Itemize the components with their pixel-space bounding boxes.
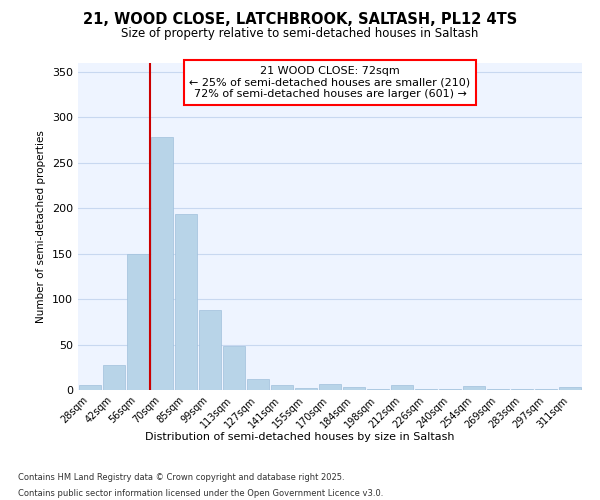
Bar (223, 346, 245, 390)
Bar (367, 389, 389, 390)
Bar (439, 389, 461, 390)
Text: 21 WOOD CLOSE: 72sqm
← 25% of semi-detached houses are smaller (210)
72% of semi: 21 WOOD CLOSE: 72sqm ← 25% of semi-detac… (190, 66, 470, 99)
Bar (151, 137, 173, 390)
Y-axis label: Number of semi-detached properties: Number of semi-detached properties (37, 130, 46, 322)
Bar (487, 389, 509, 390)
Bar (391, 386, 413, 390)
Text: Size of property relative to semi-detached houses in Saltash: Size of property relative to semi-detach… (121, 28, 479, 40)
Text: Contains HM Land Registry data © Crown copyright and database right 2025.: Contains HM Land Registry data © Crown c… (18, 472, 344, 482)
Bar (127, 254, 149, 390)
Bar (463, 386, 485, 390)
Bar (175, 214, 197, 390)
Bar (271, 384, 293, 390)
Bar (79, 386, 101, 390)
Bar (535, 389, 557, 390)
Bar (247, 379, 269, 390)
Bar (343, 388, 365, 390)
Bar (319, 384, 341, 390)
Text: Distribution of semi-detached houses by size in Saltash: Distribution of semi-detached houses by … (145, 432, 455, 442)
Bar (415, 389, 437, 390)
Text: Contains public sector information licensed under the Open Government Licence v3: Contains public sector information licen… (18, 489, 383, 498)
Bar (103, 364, 125, 390)
Bar (295, 388, 317, 390)
Bar (511, 389, 533, 390)
Text: 21, WOOD CLOSE, LATCHBROOK, SALTASH, PL12 4TS: 21, WOOD CLOSE, LATCHBROOK, SALTASH, PL1… (83, 12, 517, 28)
Bar (199, 310, 221, 390)
Bar (559, 388, 581, 390)
